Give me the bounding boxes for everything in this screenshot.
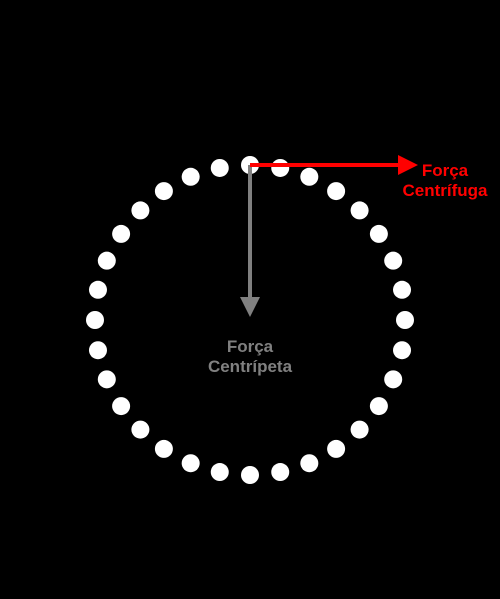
- circle-dot: [300, 454, 318, 472]
- circle-dot: [112, 225, 130, 243]
- circle-dot: [182, 454, 200, 472]
- circle-dot: [211, 159, 229, 177]
- circle-dot: [86, 311, 104, 329]
- circle-dot: [98, 252, 116, 270]
- circle-dot: [300, 168, 318, 186]
- circle-dot: [241, 466, 259, 484]
- circle-dot: [211, 463, 229, 481]
- circle-dot: [370, 225, 388, 243]
- circle-dot: [351, 421, 369, 439]
- circle-dot: [155, 182, 173, 200]
- circle-dot: [131, 201, 149, 219]
- circle-dot: [396, 311, 414, 329]
- circle-dot: [271, 463, 289, 481]
- circle-dot: [384, 252, 402, 270]
- circle-dot: [327, 440, 345, 458]
- circle-dot: [271, 159, 289, 177]
- circle-dot: [327, 182, 345, 200]
- circle-dot: [393, 341, 411, 359]
- circle-dot: [393, 281, 411, 299]
- circle-dot: [131, 421, 149, 439]
- circle-dot: [98, 370, 116, 388]
- circle-dot: [370, 397, 388, 415]
- centrifugal-label-line2: Centrífuga: [403, 181, 489, 200]
- circle-dot: [155, 440, 173, 458]
- circle-dot: [384, 370, 402, 388]
- circle-dot: [89, 281, 107, 299]
- circle-dot: [182, 168, 200, 186]
- centripetal-label-line2: Centrípeta: [208, 357, 293, 376]
- centripetal-label-line1: Força: [227, 337, 274, 356]
- centrifugal-label-line1: Força: [422, 161, 469, 180]
- circle-dot: [89, 341, 107, 359]
- circle-dot: [112, 397, 130, 415]
- forces-diagram: ForçaCentrífugaForçaCentrípeta: [0, 0, 500, 599]
- circle-dot: [351, 201, 369, 219]
